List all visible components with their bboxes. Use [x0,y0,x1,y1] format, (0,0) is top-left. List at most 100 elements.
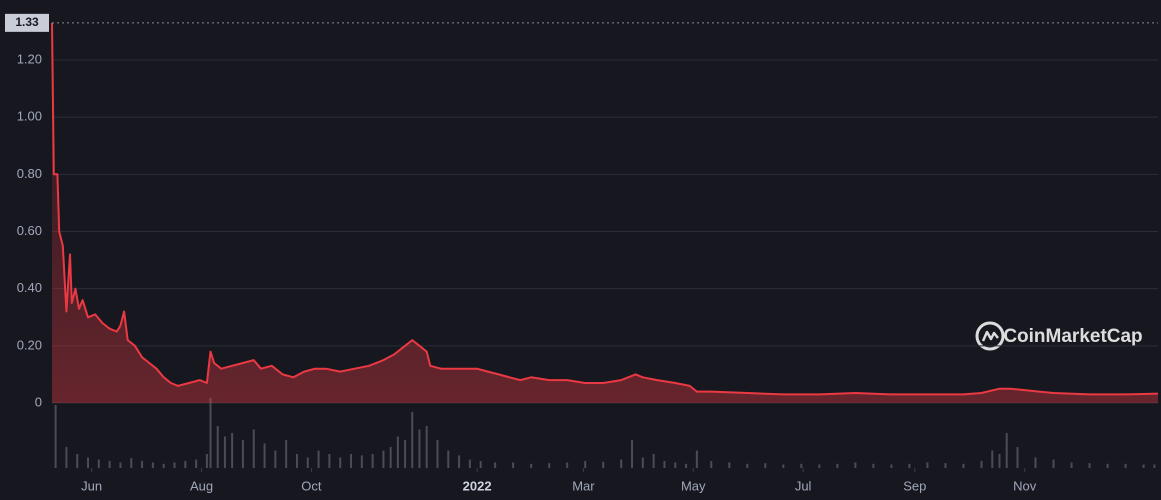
price-marker-label: 1.33 [15,15,39,29]
volume-bar [317,450,320,468]
volume-bar [130,458,133,468]
volume-bar [818,464,821,468]
y-tick-label: 0 [35,394,42,409]
volume-bar [54,405,57,468]
y-tick-label: 0.60 [17,223,42,238]
volume-bar [162,463,165,468]
volume-bar [1052,459,1055,468]
volume-bar [231,433,234,468]
volume-bar [295,454,298,468]
volume-bar [382,450,385,468]
volume-bar [274,450,277,468]
x-tick-label: Aug [190,478,213,493]
volume-bar [76,454,79,468]
volume-bar [141,461,144,468]
volume-bar [620,459,623,468]
volume-bar [494,462,497,468]
volume-bar [263,443,266,468]
volume-bar [436,440,439,468]
volume-bar [65,447,68,468]
volume-bar [764,463,767,468]
volume-bar [151,462,154,468]
volume-bar [1016,447,1019,468]
volume-bar [800,463,803,468]
volume-bar [663,461,666,468]
volume-bar [425,426,428,468]
volume-bar [1106,463,1109,468]
volume-bar [602,461,605,468]
volume-bar [1142,464,1145,468]
volume-bar [728,462,731,468]
volume-bar [252,429,255,468]
volume-bar [548,463,551,468]
x-tick-label: Oct [301,478,322,493]
volume-bar [908,463,911,468]
volume-bar [1153,464,1156,468]
volume-bar [458,455,461,468]
volume-bar [306,457,309,468]
x-tick-label: Sep [903,478,926,493]
volume-bar [944,463,947,468]
watermark-logo [975,321,1005,351]
volume-bar [119,462,122,468]
price-line [51,22,1159,396]
volume-bar [389,447,392,468]
volume-bar [890,464,893,468]
plot: 0 0.20 0.40 0.60 0.80 1.00 1.20 Jun Aug Oct 2022 Ma… [5,13,1159,493]
volume-bar [980,461,983,468]
volume-bar [173,462,176,468]
price-marker-box [5,13,49,32]
volume-bar [685,463,688,468]
volume-bar [468,459,471,468]
volume-bar [87,457,90,468]
y-tick-label: 0.80 [17,166,42,181]
volume-bar [530,463,533,468]
volume-bar [184,461,187,468]
x-tick-label: Jun [81,478,102,493]
volume-bar [926,462,929,468]
x-tick-label: Nov [1013,478,1037,493]
volume-bar [1070,462,1073,468]
watermark: CoinMarketCap [1003,326,1142,347]
volume-bar [339,457,342,468]
volume-bar [411,412,414,468]
volume-bar [418,429,421,468]
y-tick-label: 0.20 [17,337,42,352]
volume-bar [998,454,1001,468]
volume-bar [241,440,244,468]
x-tick-label: May [681,478,706,493]
x-tick-label: Mar [572,478,595,493]
volume-bar [674,462,677,468]
y-tick-label: 1.00 [17,109,42,124]
volume-bar [641,457,644,468]
volume-bar [216,426,219,468]
volume-bar [872,463,875,468]
volume-bar [223,436,226,468]
x-tick-label: 2022 [463,478,492,493]
volume-bar [97,459,100,468]
volume-bar [108,461,111,468]
volume-bar [710,461,713,468]
volume-bar [962,463,965,468]
volume-bar [350,454,353,468]
volume-bar [991,450,994,468]
volume-bar [404,440,407,468]
volume-bar [652,454,655,468]
volume-bar [836,463,839,468]
y-tick-label: 0.40 [17,280,42,295]
volume-bar [371,454,374,468]
volume-bar [447,450,450,468]
volume-bar [1005,433,1008,468]
volume-bar [746,463,749,468]
volume-bar [631,440,634,468]
volume-bar [1124,463,1127,468]
volume-bar [854,462,857,468]
volume-bar [479,461,482,468]
volume-bar [1034,457,1037,468]
volume-bar [195,459,198,468]
volume-bar [205,454,208,468]
volume-bar [396,436,399,468]
x-tick-label: Jul [795,478,812,493]
volume-bar [695,450,698,468]
